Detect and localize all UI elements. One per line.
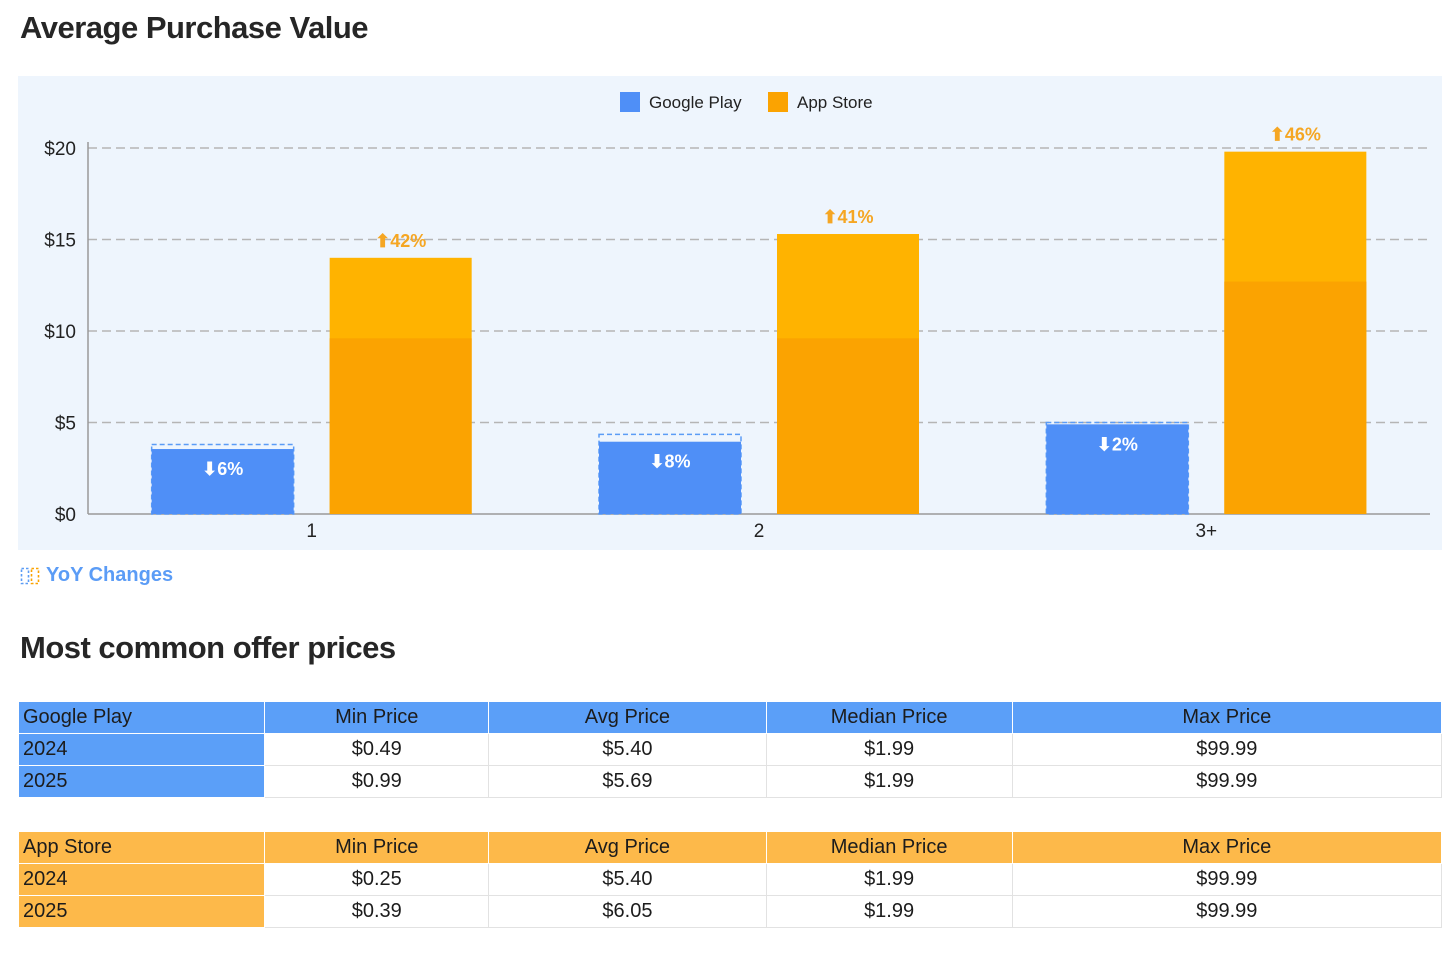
table-cell: $5.40 — [488, 863, 767, 896]
table-cell: $99.99 — [1011, 733, 1443, 766]
table-header-cell: Google Play — [17, 701, 266, 734]
google-play-yoy-label: ⬇8% — [649, 452, 690, 472]
y-tick-label: $5 — [55, 414, 76, 435]
yoy-changes-icon — [20, 567, 40, 584]
legend-label: App Store — [797, 93, 873, 112]
table-cell: $0.49 — [264, 733, 490, 766]
table-cell: 2025 — [17, 765, 266, 798]
x-tick-label: 2 — [754, 521, 765, 542]
section-title: Most common offer prices — [20, 630, 396, 665]
app-store-yoy-label: ⬆41% — [822, 207, 873, 227]
table-header-cell: Median Price — [765, 831, 1013, 864]
app-store-yoy-label: ⬆46% — [1270, 125, 1321, 145]
legend-swatch — [768, 92, 788, 112]
app-store-prev-bar — [777, 338, 919, 514]
table-row: 2024 $0.25 $5.40 $1.99 $99.99 — [17, 863, 1443, 896]
google-play-price-table: Google Play Min Price Avg Price Median P… — [17, 701, 1443, 798]
app-store-prev-bar — [1224, 281, 1367, 514]
table-cell: 2024 — [17, 733, 266, 766]
page-title: Average Purchase Value — [20, 10, 369, 45]
table-cell: $0.39 — [264, 895, 490, 928]
table-cell: 2025 — [17, 895, 266, 928]
table-header-cell: Max Price — [1011, 701, 1443, 734]
table-cell: 2024 — [17, 863, 266, 896]
table-row: 2025 $0.99 $5.69 $1.99 $99.99 — [17, 765, 1443, 798]
google-play-yoy-label: ⬇6% — [202, 459, 243, 479]
legend-label: Google Play — [649, 93, 742, 112]
table-cell: $99.99 — [1011, 863, 1443, 896]
table-cell: $6.05 — [488, 895, 767, 928]
table-header-row: App Store Min Price Avg Price Median Pri… — [17, 831, 1443, 864]
y-tick-label: $10 — [44, 322, 76, 343]
yoy-changes-link[interactable]: YoY Changes — [20, 564, 173, 587]
table-cell: $1.99 — [765, 733, 1013, 766]
yoy-changes-label: YoY Changes — [46, 564, 174, 586]
table-cell: $1.99 — [765, 863, 1013, 896]
table-cell: $0.25 — [264, 863, 490, 896]
chart-panel: $0 $5 $10 $15 $20 Google Play App Store ⬇6% ⬆42%… — [18, 76, 1442, 550]
table-header-cell: Max Price — [1011, 831, 1443, 864]
table-cell: $1.99 — [765, 895, 1013, 928]
table-row: 2025 $0.39 $6.05 $1.99 $99.99 — [17, 895, 1443, 928]
legend-swatch — [620, 92, 640, 112]
y-tick-label: $0 — [55, 505, 76, 526]
table-cell: $99.99 — [1011, 765, 1443, 798]
table-header-row: Google Play Min Price Avg Price Median P… — [17, 701, 1443, 734]
google-play-bar — [1046, 424, 1189, 514]
y-tick-label: $15 — [44, 231, 76, 252]
table-cell: $5.69 — [488, 765, 767, 798]
app-store-price-table: App Store Min Price Avg Price Median Pri… — [17, 831, 1443, 928]
app-store-prev-bar — [329, 338, 472, 514]
x-tick-label: 1 — [306, 521, 317, 542]
y-tick-label: $20 — [44, 139, 76, 160]
table-header-cell: App Store — [17, 831, 266, 864]
x-tick-label: 3+ — [1195, 521, 1217, 542]
google-play-bar — [151, 449, 294, 514]
table-cell: $99.99 — [1011, 895, 1443, 928]
table-header-cell: Median Price — [765, 701, 1013, 734]
table-header-cell: Avg Price — [488, 831, 767, 864]
table-header-cell: Min Price — [264, 831, 490, 864]
google-play-bar — [599, 441, 741, 514]
bar-chart: $0 $5 $10 $15 $20 Google Play App Store ⬇6% ⬆42%… — [44, 92, 1430, 542]
table-cell: $5.40 — [488, 733, 767, 766]
table-header-cell: Avg Price — [488, 701, 767, 734]
table-header-cell: Min Price — [264, 701, 490, 734]
app-store-yoy-label: ⬆42% — [375, 231, 426, 251]
table-cell: $1.99 — [765, 765, 1013, 798]
google-play-yoy-label: ⬇2% — [1097, 434, 1138, 454]
table-row: 2024 $0.49 $5.40 $1.99 $99.99 — [17, 733, 1443, 766]
table-cell: $0.99 — [264, 765, 490, 798]
